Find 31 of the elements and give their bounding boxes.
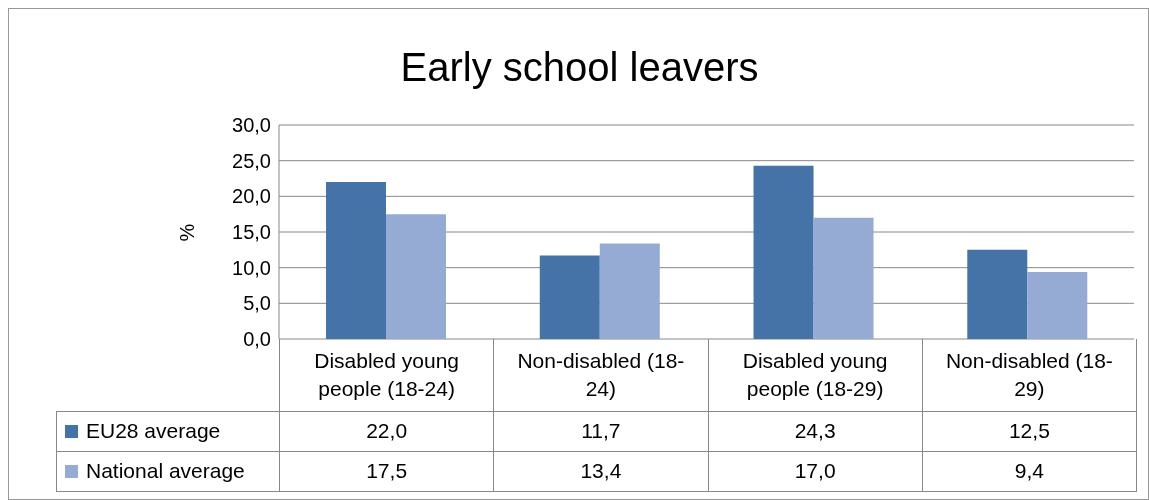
- y-tick-label: 10,0: [232, 256, 271, 279]
- data-label: 9,4: [922, 451, 1137, 491]
- y-tick-label: 30,0: [232, 114, 271, 137]
- legend-label: National average: [86, 459, 245, 483]
- data-label: 13,4: [493, 451, 708, 491]
- y-tick-label: 25,0: [232, 149, 271, 172]
- legend-label: EU28 average: [86, 419, 221, 443]
- bar: [967, 249, 1028, 339]
- x-tick-label: Disabled young people (18-24): [279, 339, 494, 411]
- y-tick-label: 0,0: [243, 328, 271, 351]
- y-axis-title: %: [176, 223, 200, 242]
- x-tick-label: Disabled young people (18-29): [708, 339, 923, 411]
- bar: [539, 255, 600, 339]
- data-label: 12,5: [922, 411, 1137, 451]
- bar: [326, 182, 387, 339]
- bar: [386, 214, 447, 339]
- bar: [1027, 271, 1088, 339]
- y-tick-label: 5,0: [243, 292, 271, 315]
- x-tick-label: Non-disabled (18-29): [922, 339, 1137, 411]
- y-tick-label: 20,0: [232, 185, 271, 208]
- y-tick-label: 15,0: [232, 221, 271, 244]
- data-label: 17,5: [279, 451, 494, 491]
- data-label: 24,3: [708, 411, 923, 451]
- bar: [753, 165, 814, 339]
- bar: [813, 217, 874, 339]
- data-label: 17,0: [708, 451, 923, 491]
- data-label: 22,0: [279, 411, 494, 451]
- bar: [599, 243, 660, 339]
- data-label: 11,7: [493, 411, 708, 451]
- x-tick-label: Non-disabled (18-24): [493, 339, 708, 411]
- chart-title: Early school leavers: [399, 45, 760, 90]
